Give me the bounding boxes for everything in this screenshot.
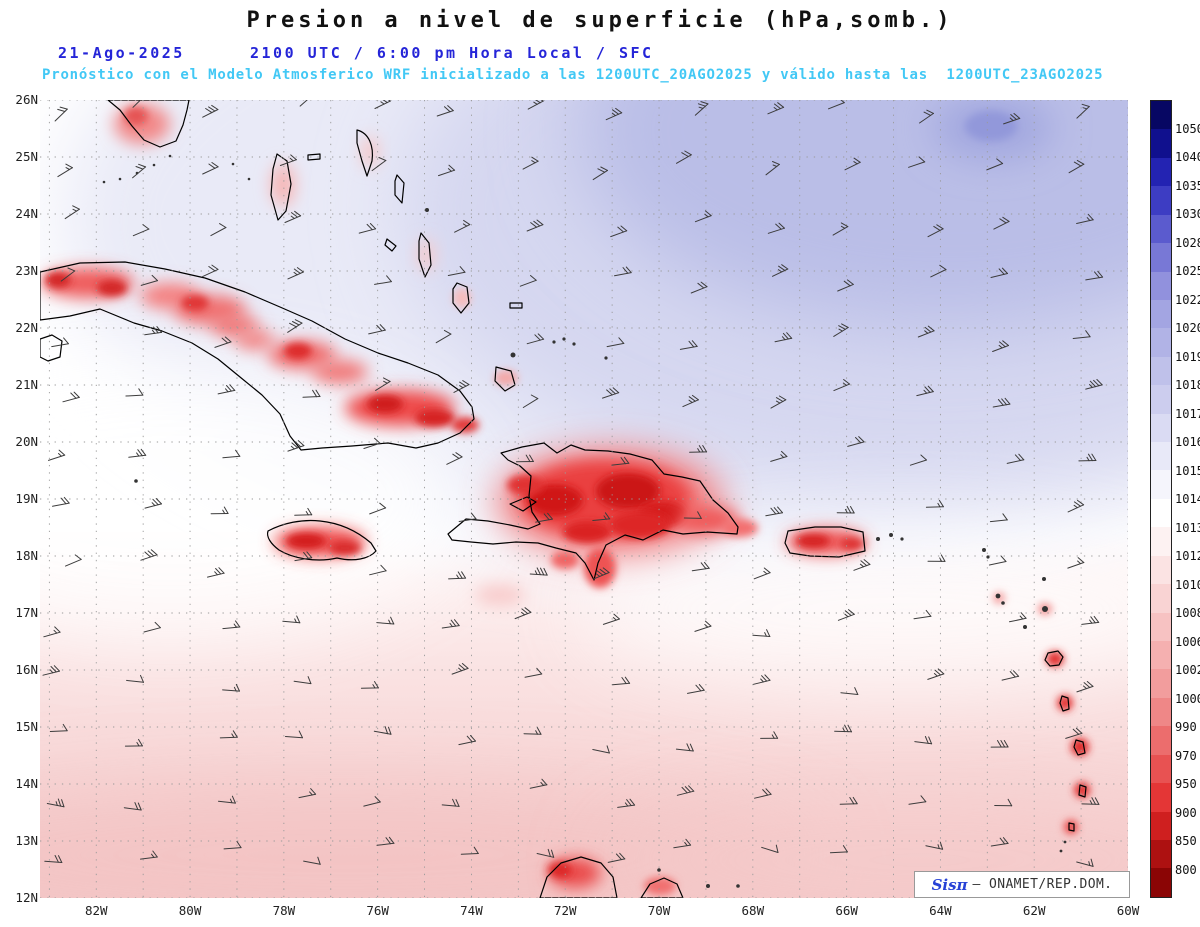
colorbar-segment xyxy=(1151,783,1171,812)
lon-tick-label: 72W xyxy=(553,903,577,918)
colorbar-tick-label: 970 xyxy=(1175,748,1197,763)
pressure-map xyxy=(40,100,1128,898)
colorbar-tick-label: 1019 xyxy=(1175,349,1200,364)
colorbar-segment xyxy=(1151,214,1171,244)
colorbar-segment xyxy=(1151,527,1171,556)
colorbar-tick-label: 900 xyxy=(1175,805,1197,820)
latlon-grid xyxy=(40,100,1128,898)
colorbar-segment xyxy=(1151,754,1171,784)
watermark-brand: Sisπ xyxy=(931,875,968,894)
colorbar-segment xyxy=(1151,271,1171,300)
colorbar-segment xyxy=(1151,413,1171,443)
colorbar-tick-label: 1017 xyxy=(1175,406,1200,421)
lat-tick-label: 14N xyxy=(15,776,38,791)
colorbar-segment xyxy=(1151,839,1171,869)
coastlines xyxy=(40,100,1087,898)
lat-tick-label: 26N xyxy=(15,92,38,107)
lat-tick-label: 22N xyxy=(15,320,38,335)
lon-tick-label: 62W xyxy=(1022,903,1046,918)
watermark: Sisπ – ONAMET/REP.DOM. xyxy=(914,871,1130,898)
colorbar-tick-label: 1012 xyxy=(1175,549,1200,563)
colorbar-tick-label: 1008 xyxy=(1175,606,1200,620)
pressure-shading xyxy=(40,100,1128,898)
colorbar-segment xyxy=(1151,243,1171,272)
colorbar-tick-label: 1035 xyxy=(1175,178,1200,193)
forecast-date: 21-Ago-2025 xyxy=(58,44,185,62)
colorbar-segment xyxy=(1151,299,1171,329)
colorbar-tick-label: 800 xyxy=(1175,862,1197,877)
colorbar-segment xyxy=(1151,385,1171,414)
colorbar-segment xyxy=(1151,157,1171,187)
lon-tick-label: 68W xyxy=(741,903,765,918)
colorbar-tick-label: 990 xyxy=(1175,720,1197,734)
colorbar-tick-label: 1022 xyxy=(1175,292,1200,307)
colorbar-tick-label: 1000 xyxy=(1175,691,1200,706)
lat-tick-label: 17N xyxy=(15,605,38,620)
watermark-org: – ONAMET/REP.DOM. xyxy=(972,877,1113,892)
colorbar-segment xyxy=(1151,101,1171,130)
colorbar-tick-label: 850 xyxy=(1175,834,1197,848)
colorbar-tick-label: 1002 xyxy=(1175,663,1200,677)
colorbar-segment xyxy=(1151,356,1171,386)
lat-tick-label: 15N xyxy=(15,719,38,734)
lon-tick-label: 74W xyxy=(460,903,483,918)
lon-tick-label: 78W xyxy=(272,903,296,918)
colorbar-segment xyxy=(1151,129,1171,158)
lat-tick-label: 16N xyxy=(15,662,38,677)
wind-barbs-layer xyxy=(42,100,1104,867)
lon-tick-label: 76W xyxy=(366,903,389,918)
lon-tick-label: 82W xyxy=(84,903,108,918)
page-title: Presion a nivel de superficie (hPa,somb.… xyxy=(246,8,954,33)
colorbar-tick-label: 1015 xyxy=(1175,463,1200,478)
lat-tick-label: 12N xyxy=(15,890,38,905)
colorbar-tick-label: 1014 xyxy=(1175,492,1200,506)
lon-tick-label: 70W xyxy=(647,903,671,918)
colorbar-segment xyxy=(1151,470,1171,499)
colorbar-tick-label: 1016 xyxy=(1175,435,1200,449)
colorbar-tick-label: 1025 xyxy=(1175,264,1200,278)
colorbar-tick-label: 1020 xyxy=(1175,321,1200,335)
colorbar-segment xyxy=(1151,555,1171,585)
lon-tick-label: 66W xyxy=(835,903,858,918)
colorbar-segment xyxy=(1151,641,1171,670)
colorbar-tick-label: 1030 xyxy=(1175,207,1200,221)
colorbar-tick-label: 1040 xyxy=(1175,150,1200,164)
lat-tick-label: 13N xyxy=(15,833,38,848)
colorbar-segment xyxy=(1151,612,1171,642)
lon-tick-label: 64W xyxy=(929,903,952,918)
colorbar-tick-label: 1050 xyxy=(1175,121,1200,136)
lat-tick-label: 23N xyxy=(15,263,38,278)
colorbar-tick-label: 1013 xyxy=(1175,520,1200,535)
colorbar-segment xyxy=(1151,868,1171,897)
colorbar-segment xyxy=(1151,584,1171,613)
lat-tick-label: 18N xyxy=(15,548,38,563)
colorbar-segment xyxy=(1151,669,1171,698)
colorbar-segment xyxy=(1151,442,1171,471)
lat-tick-label: 25N xyxy=(15,149,38,164)
model-info-line: Pronóstico con el Modelo Atmosferico WRF… xyxy=(42,67,1104,83)
lon-tick-label: 80W xyxy=(178,903,202,918)
lat-tick-label: 19N xyxy=(15,491,38,506)
lon-tick-label: 60W xyxy=(1116,903,1140,918)
lat-tick-label: 21N xyxy=(15,377,38,392)
colorbar-segment xyxy=(1151,811,1171,840)
colorbar-tick-label: 1010 xyxy=(1175,577,1200,592)
colorbar-segment xyxy=(1151,186,1171,215)
lat-tick-label: 20N xyxy=(15,434,38,449)
colorbar-tick-label: 1028 xyxy=(1175,235,1200,250)
colorbar xyxy=(1150,100,1172,898)
colorbar-segment xyxy=(1151,328,1171,357)
lat-tick-label: 24N xyxy=(15,206,38,221)
colorbar-segment xyxy=(1151,498,1171,528)
colorbar-tick-label: 1006 xyxy=(1175,634,1200,649)
colorbar-tick-label: 950 xyxy=(1175,777,1197,791)
colorbar-tick-label: 1018 xyxy=(1175,378,1200,392)
colorbar-segment xyxy=(1151,697,1171,727)
colorbar-segment xyxy=(1151,726,1171,755)
forecast-valid-time: 2100 UTC / 6:00 pm Hora Local / SFC xyxy=(250,44,654,62)
